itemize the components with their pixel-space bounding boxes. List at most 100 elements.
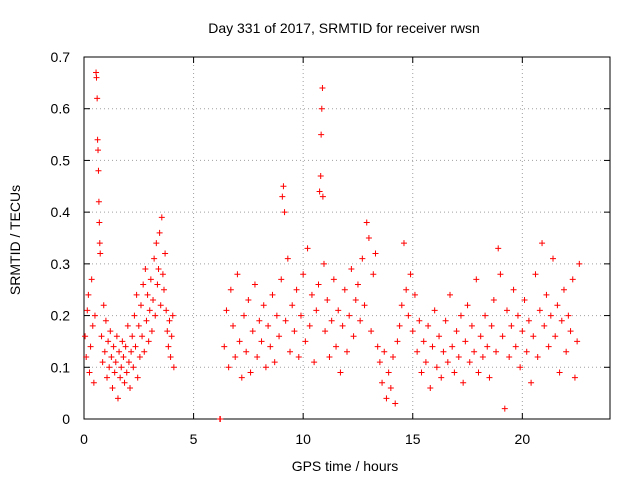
data-point: [440, 348, 447, 355]
data-point: [455, 353, 462, 360]
data-point: [536, 307, 543, 314]
data-point: [145, 338, 152, 345]
data-point: [411, 291, 418, 298]
x-axis-label: GPS time / hours: [292, 458, 399, 474]
data-point: [287, 348, 294, 355]
y-tick-label: 0.6: [51, 101, 71, 117]
data-point: [400, 240, 407, 247]
data-point: [121, 379, 128, 386]
data-point: [385, 369, 392, 376]
data-point: [354, 281, 361, 288]
data-point: [104, 374, 111, 381]
data-point: [130, 364, 137, 371]
data-point: [123, 369, 130, 376]
data-point: [150, 297, 157, 304]
data-point: [453, 328, 460, 335]
data-point: [403, 286, 410, 293]
data-point: [361, 302, 368, 309]
data-point: [341, 286, 348, 293]
data-point: [547, 312, 554, 319]
data-point: [236, 338, 243, 345]
data-point: [154, 281, 161, 288]
data-point: [85, 291, 92, 298]
data-point: [418, 369, 425, 376]
data-point: [447, 291, 454, 298]
data-point: [552, 333, 559, 340]
data-point: [390, 353, 397, 360]
data-point: [563, 348, 570, 355]
data-point: [93, 69, 100, 76]
data-point: [140, 281, 147, 288]
data-point: [114, 395, 121, 402]
data-point: [530, 333, 537, 340]
data-point: [352, 297, 359, 304]
data-point: [141, 348, 148, 355]
data-point: [122, 343, 129, 350]
data-point: [506, 353, 513, 360]
data-point: [328, 317, 335, 324]
data-point: [482, 312, 489, 319]
data-point: [166, 317, 173, 324]
data-point: [344, 348, 350, 355]
data-point: [102, 317, 109, 324]
x-tick-labels: 0 5 10 15 20: [80, 431, 530, 447]
y-tick-label: 0.7: [51, 49, 71, 65]
data-point: [528, 379, 535, 386]
data-point: [576, 260, 583, 267]
data-point: [144, 291, 151, 298]
data-point: [416, 317, 423, 324]
data-point: [438, 374, 445, 381]
data-point: [457, 312, 464, 319]
data-point: [97, 250, 104, 257]
data-point: [357, 317, 364, 324]
data-point: [427, 384, 434, 391]
data-point: [117, 374, 124, 381]
data-point: [319, 85, 326, 92]
y-tick-label: 0.5: [51, 152, 71, 168]
data-point: [89, 322, 96, 329]
data-point: [131, 312, 138, 319]
data-point: [451, 369, 458, 376]
y-tick-label: 0: [62, 411, 70, 427]
data-point: [265, 322, 272, 329]
data-point: [95, 147, 102, 154]
data-point: [170, 364, 177, 371]
data-point: [163, 307, 170, 314]
data-point: [383, 395, 390, 402]
data-point: [433, 364, 440, 371]
data-point: [488, 322, 495, 329]
y-tick-label: 0.3: [51, 256, 71, 272]
data-point: [128, 348, 135, 355]
data-point: [311, 359, 318, 366]
data-point: [444, 359, 451, 366]
data-point: [165, 343, 172, 350]
data-point: [320, 260, 327, 267]
x-tick-label: 0: [80, 431, 88, 447]
data-points: [82, 69, 583, 422]
data-point: [118, 364, 125, 371]
data-point: [94, 136, 101, 143]
data-point: [240, 312, 247, 319]
data-point: [422, 359, 429, 366]
data-point: [88, 276, 95, 283]
data-point: [550, 255, 557, 262]
data-point: [558, 317, 565, 324]
y-tick-label: 0.2: [51, 308, 71, 324]
data-point: [109, 384, 116, 391]
data-point: [151, 255, 158, 262]
data-point: [379, 379, 386, 386]
data-point: [317, 172, 324, 179]
data-point: [394, 338, 401, 345]
data-point: [442, 317, 449, 324]
data-point: [350, 333, 357, 340]
data-point: [276, 333, 283, 340]
data-point: [83, 353, 90, 360]
data-point: [289, 302, 296, 309]
data-point: [133, 291, 140, 298]
data-point: [479, 353, 486, 360]
data-point: [543, 291, 550, 298]
data-point: [142, 266, 149, 273]
y-tick-labels: 0 0.1 0.2 0.3 0.4 0.5 0.6 0.7: [51, 49, 71, 427]
data-point: [348, 266, 355, 273]
data-point: [110, 343, 117, 350]
